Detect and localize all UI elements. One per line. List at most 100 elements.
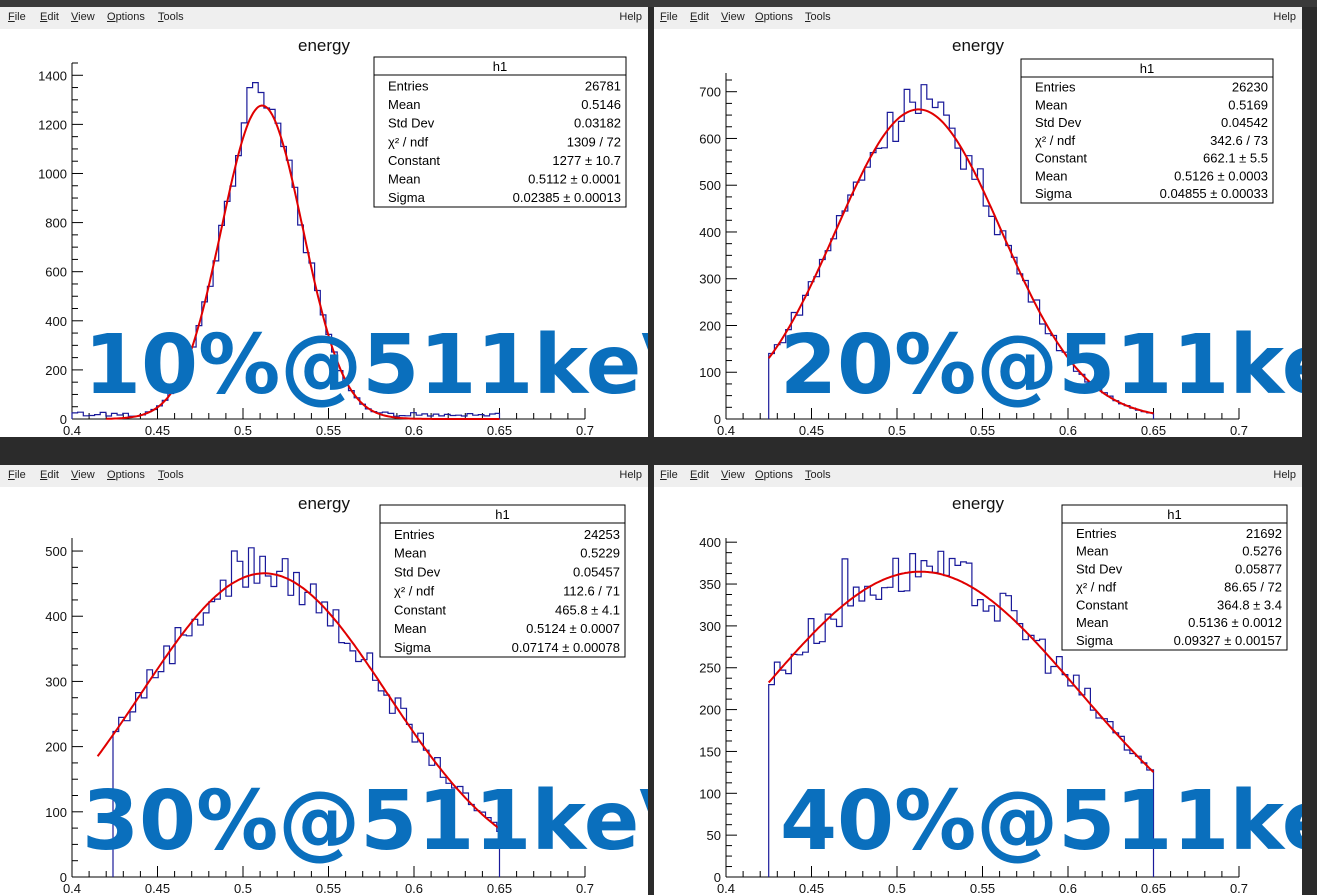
y-tick-label: 200 — [699, 318, 721, 333]
y-tick-label: 50 — [707, 828, 721, 843]
menu-bar: File Edit View Options Tools Help — [654, 7, 1302, 29]
x-tick-label: 0.55 — [316, 881, 341, 895]
x-tick-label: 0.5 — [234, 881, 252, 895]
menu-help[interactable]: Help — [1273, 469, 1296, 481]
stats-box[interactable]: h1 Entries 26230 Mean 0.5169 Std Dev 0.04542 χ²… — [1020, 58, 1274, 204]
stats-box[interactable]: h1 Entries 21692 Mean 0.5276 Std Dev 0.05877 χ²… — [1061, 504, 1288, 651]
stats-value: 364.8 ± 3.4 — [1217, 597, 1282, 612]
stats-value: 0.02385 ± 0.00013 — [513, 190, 621, 205]
gaussian-fit-curve — [767, 570, 1155, 773]
stats-value: 0.03182 — [574, 116, 621, 131]
stats-label: Constant — [1035, 151, 1087, 166]
x-tick-label: 0.55 — [970, 881, 995, 895]
canvas-panel-1: File Edit View Options Tools Help energy… — [0, 7, 648, 437]
stats-value: 0.5276 — [1242, 544, 1282, 559]
stats-value: 1277 ± 10.7 — [552, 153, 621, 168]
stats-value: 0.05457 — [573, 565, 620, 580]
menu-edit[interactable]: Edit — [690, 11, 709, 23]
menu-options[interactable]: Options — [107, 469, 145, 481]
stats-label: Mean — [388, 171, 421, 186]
watermark-label: 20%@511keV — [780, 318, 1302, 413]
menu-tools[interactable]: Tools — [158, 11, 184, 23]
menu-tools[interactable]: Tools — [805, 469, 831, 481]
x-tick-label: 0.5 — [888, 881, 906, 895]
x-tick-label: 0.7 — [576, 423, 594, 437]
menu-bar: File Edit View Options Tools Help — [0, 465, 648, 487]
histogram-plot[interactable]: energy 0.4 0.45 0.5 0.55 0.6 0.65 0.7 0 50 100 150 2… — [654, 465, 1302, 895]
stats-label: Std Dev — [394, 565, 441, 580]
y-tick-label: 200 — [45, 740, 67, 755]
histogram-plot[interactable]: energy 0.4 0.45 0.5 0.55 0.6 0.65 0.7 0 100 200 300… — [0, 465, 648, 895]
stats-label: Mean — [388, 97, 421, 112]
y-tick-label: 1200 — [38, 117, 67, 132]
stats-box-name: h1 — [1140, 61, 1154, 76]
histogram-plot[interactable]: energy 0.4 0.45 0.5 0.55 0.6 0.65 0.7 0 200 400 600… — [0, 7, 648, 437]
gaussian-fit-curve — [106, 104, 500, 420]
stats-label: χ² / ndf — [388, 134, 428, 149]
y-tick-label: 0 — [714, 412, 721, 427]
y-tick-label: 1000 — [38, 166, 67, 181]
menu-options[interactable]: Options — [107, 11, 145, 23]
x-tick-label: 0.6 — [1059, 881, 1077, 895]
gaussian-fit-curve — [767, 108, 1154, 415]
stats-label: Entries — [394, 527, 435, 542]
menu-file[interactable]: File — [660, 11, 678, 23]
menu-help[interactable]: Help — [1273, 11, 1296, 23]
menu-file[interactable]: File — [8, 469, 26, 481]
canvas-panel-3: File Edit View Options Tools Help energy… — [0, 465, 648, 895]
y-tick-label: 600 — [699, 131, 721, 146]
stats-value: 0.5126 ± 0.0003 — [1174, 168, 1268, 183]
x-tick-label: 0.6 — [405, 881, 423, 895]
stats-value: 0.05877 — [1235, 562, 1282, 577]
stats-label: Sigma — [394, 640, 432, 655]
menu-file[interactable]: File — [8, 11, 26, 23]
stats-value: 662.1 ± 5.5 — [1203, 151, 1268, 166]
menu-options[interactable]: Options — [755, 11, 793, 23]
menu-edit[interactable]: Edit — [40, 11, 59, 23]
watermark-label: 40%@511keV — [780, 774, 1302, 869]
y-tick-label: 400 — [699, 225, 721, 240]
menu-file[interactable]: File — [660, 469, 678, 481]
menu-bar: File Edit View Options Tools Help — [0, 7, 648, 29]
window-top-border — [0, 0, 1317, 7]
stats-box[interactable]: h1 Entries 26781 Mean 0.5146 Std Dev 0.03182 χ²… — [373, 56, 627, 208]
menu-tools[interactable]: Tools — [805, 11, 831, 23]
menu-view[interactable]: View — [71, 11, 95, 23]
stats-value: 0.5124 ± 0.0007 — [526, 621, 620, 636]
stats-box-frame — [1020, 58, 1274, 204]
x-tick-label: 0.45 — [145, 881, 170, 895]
y-tick-label: 400 — [699, 535, 721, 550]
menu-bar: File Edit View Options Tools Help — [654, 465, 1302, 487]
y-tick-label: 100 — [45, 805, 67, 820]
y-tick-label: 0 — [60, 870, 67, 885]
x-tick-label: 0.4 — [63, 423, 81, 437]
stats-label: Entries — [1035, 80, 1076, 95]
x-tick-label: 0.45 — [799, 423, 824, 437]
stats-value: 21692 — [1246, 526, 1282, 541]
menu-tools[interactable]: Tools — [158, 469, 184, 481]
y-tick-label: 500 — [699, 178, 721, 193]
chart-title: energy — [952, 494, 1004, 513]
stats-label: Mean — [394, 621, 427, 636]
menu-options[interactable]: Options — [755, 469, 793, 481]
x-tick-label: 0.45 — [799, 881, 824, 895]
x-tick-label: 0.5 — [888, 423, 906, 437]
menu-edit[interactable]: Edit — [690, 469, 709, 481]
chart-title: energy — [298, 494, 350, 513]
menu-view[interactable]: View — [71, 469, 95, 481]
canvas-panel-2: File Edit View Options Tools Help energy… — [654, 7, 1302, 437]
menu-help[interactable]: Help — [619, 11, 642, 23]
menu-edit[interactable]: Edit — [40, 469, 59, 481]
histogram-plot[interactable]: energy 0.4 0.45 0.5 0.55 0.6 0.65 0.7 0 100 200 300… — [654, 7, 1302, 437]
stats-label: Sigma — [388, 190, 426, 205]
stats-value: 0.04542 — [1221, 115, 1268, 130]
y-tick-label: 0 — [60, 412, 67, 427]
y-tick-label: 100 — [699, 786, 721, 801]
menu-help[interactable]: Help — [619, 469, 642, 481]
stats-label: Mean — [1035, 168, 1068, 183]
menu-view[interactable]: View — [721, 11, 745, 23]
stats-label: Std Dev — [1076, 562, 1123, 577]
stats-box[interactable]: h1 Entries 24253 Mean 0.5229 Std Dev 0.05457 χ²… — [379, 504, 626, 658]
stats-box-name: h1 — [495, 507, 509, 522]
menu-view[interactable]: View — [721, 469, 745, 481]
